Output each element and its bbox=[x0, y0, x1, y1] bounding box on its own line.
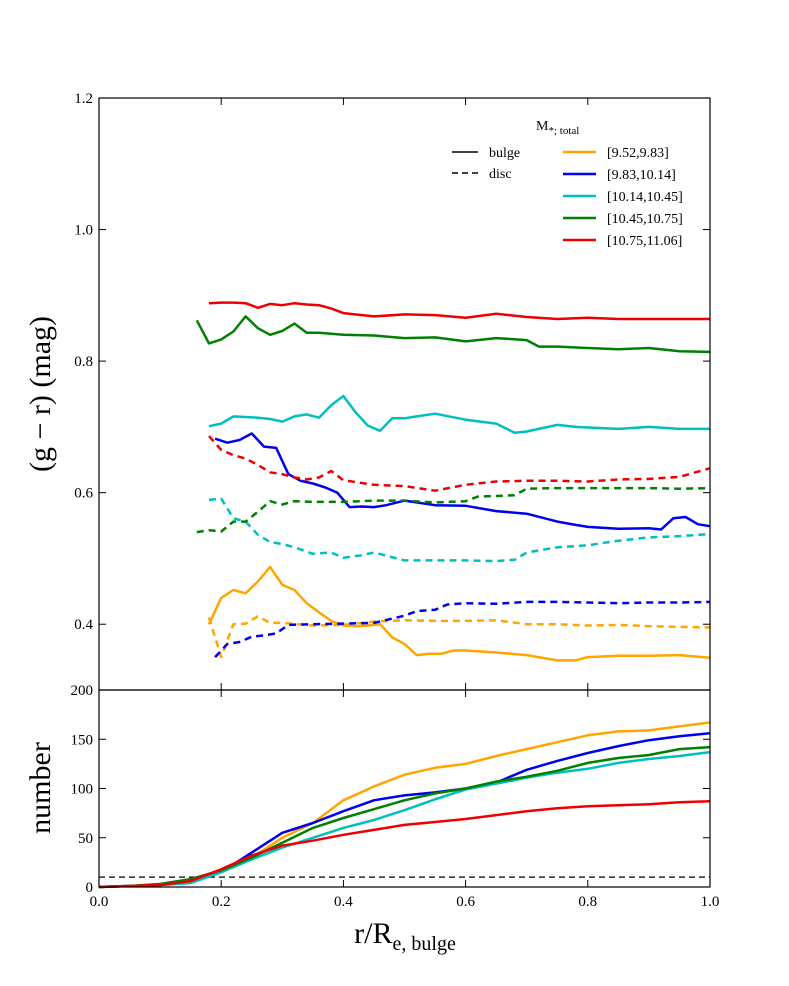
top-y-axis-label: (g − r) (mag) bbox=[24, 316, 57, 472]
top-series-line-3 bbox=[208, 394, 710, 435]
top-ticks-group: 0.4 0.6 0.8 1.0 1.2 bbox=[74, 91, 711, 690]
legend-label-mass-3: [10.14,10.45] bbox=[607, 190, 683, 205]
top-series-line-1 bbox=[207, 565, 711, 662]
top-series-line-8 bbox=[208, 497, 711, 563]
bottom-ytick-label: 50 bbox=[78, 831, 93, 847]
top-ytick-label: 1.0 bbox=[74, 223, 93, 239]
bottom-ticks-group: 0 50 100 150 200 0.0 0.2 0.4 0.6 0.8 1.0 bbox=[71, 683, 720, 910]
top-ytick-label: 0.6 bbox=[74, 486, 93, 502]
bottom-xtick-label: 0.0 bbox=[90, 894, 109, 910]
bottom-xtick-label: 0.6 bbox=[456, 894, 475, 910]
legend-label-mass-4: [10.45,10.75] bbox=[607, 212, 683, 227]
x-axis-label: r/Re, bulge bbox=[354, 917, 456, 955]
bottom-panel: 0 50 100 150 200 0.0 0.2 0.4 0.6 0.8 1.0 number r/… bbox=[24, 683, 719, 955]
legend-label-mass-2: [9.83,10.14] bbox=[607, 168, 676, 183]
top-ytick-label: 1.2 bbox=[74, 91, 93, 107]
bottom-ytick-label: 100 bbox=[71, 782, 94, 798]
top-series-line-9 bbox=[196, 486, 711, 534]
bottom-ytick-label: 150 bbox=[71, 732, 94, 748]
legend-label-mass-5: [10.75,11.06] bbox=[607, 234, 682, 249]
top-series-line-5 bbox=[208, 301, 710, 321]
top-series-line-10 bbox=[208, 435, 711, 492]
bottom-xtick-label: 0.2 bbox=[212, 894, 231, 910]
bottom-axes-frame bbox=[98, 689, 711, 888]
top-series-line-7 bbox=[214, 600, 711, 658]
top-panel: 0.4 0.6 0.8 1.0 1.2 (g − r) (mag) M*; total … bbox=[24, 91, 711, 691]
bottom-series-line-4 bbox=[98, 745, 711, 889]
legend-label-mass-1: [9.52,9.83] bbox=[607, 146, 669, 161]
top-series-line-2 bbox=[214, 432, 711, 531]
bottom-ytick-label: 200 bbox=[71, 683, 94, 699]
top-series-group bbox=[195, 301, 711, 662]
bottom-series-line-3 bbox=[98, 750, 711, 889]
bottom-series-line-5 bbox=[98, 800, 711, 889]
top-axes-frame bbox=[98, 97, 711, 691]
legend-disc-label: disc bbox=[489, 167, 512, 182]
bottom-xtick-label: 1.0 bbox=[701, 894, 720, 910]
bottom-xtick-label: 0.8 bbox=[578, 894, 597, 910]
bottom-y-axis-label: number bbox=[24, 742, 57, 834]
legend-bulge-label: bulge bbox=[489, 146, 520, 161]
top-series-line-4 bbox=[195, 315, 711, 354]
legend-title: M*; total bbox=[536, 119, 579, 137]
bottom-ytick-label: 0 bbox=[86, 880, 94, 896]
bottom-xtick-label: 0.4 bbox=[334, 894, 353, 910]
top-ytick-label: 0.8 bbox=[74, 354, 93, 370]
top-ytick-label: 0.4 bbox=[74, 617, 93, 633]
legend: M*; total bulge disc [9.52,9.83] [9.83,1… bbox=[452, 119, 683, 249]
bottom-series-group bbox=[98, 721, 711, 889]
